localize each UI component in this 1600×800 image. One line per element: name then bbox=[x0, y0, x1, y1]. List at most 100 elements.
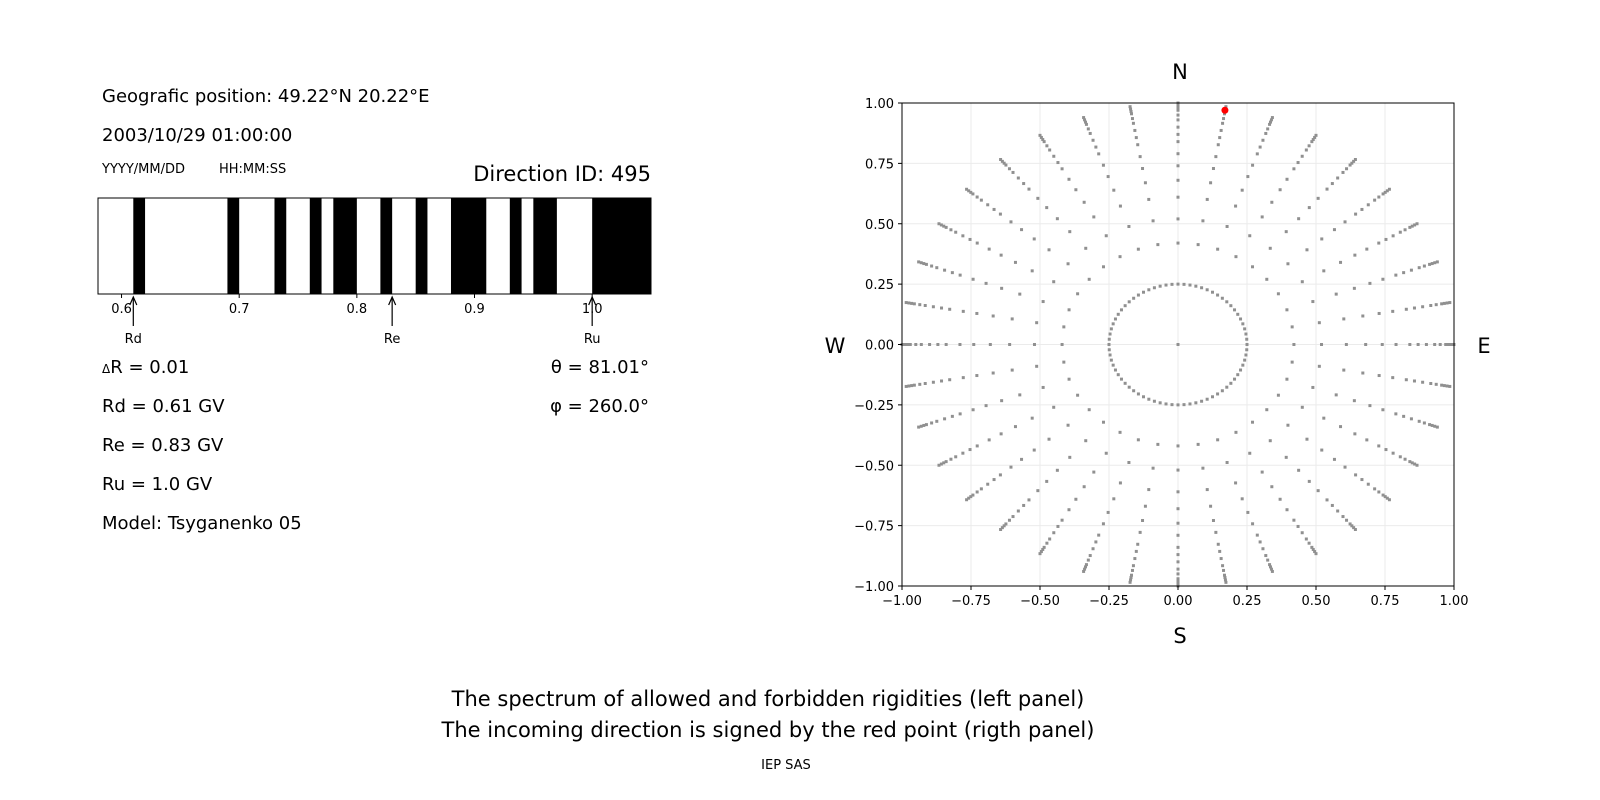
scatter-point bbox=[1233, 377, 1237, 381]
scatter-point bbox=[1300, 280, 1304, 284]
scatter-point bbox=[1104, 234, 1108, 238]
model-name: Model: Tsyganenko 05 bbox=[102, 513, 302, 534]
scatter-point bbox=[948, 307, 952, 311]
scatter-point bbox=[1196, 442, 1200, 446]
scatter-point bbox=[1216, 143, 1220, 147]
x-tick-label: 0.6 bbox=[111, 302, 132, 317]
scatter-point bbox=[1141, 518, 1145, 522]
scatter-point bbox=[1268, 439, 1272, 443]
scatter-point bbox=[1129, 107, 1133, 111]
scatter-point bbox=[1286, 423, 1290, 427]
scatter-point bbox=[1066, 423, 1070, 427]
scatter-point bbox=[1403, 228, 1407, 232]
scatter-point bbox=[1119, 377, 1123, 381]
scatter-point bbox=[1398, 230, 1402, 234]
credit: IEP SAS bbox=[761, 758, 811, 773]
scatter-point bbox=[1285, 308, 1289, 312]
scatter-point bbox=[1084, 563, 1088, 567]
scatter-point bbox=[1038, 133, 1042, 137]
scatter-point bbox=[992, 478, 996, 482]
scatter-point bbox=[1245, 343, 1249, 346]
scatter-point bbox=[1265, 408, 1269, 412]
forbidden-band bbox=[133, 198, 146, 294]
scatter-point bbox=[1056, 524, 1060, 528]
scatter-point bbox=[1087, 408, 1091, 412]
scatter-point bbox=[1188, 402, 1192, 406]
scatter-point bbox=[1086, 558, 1090, 562]
scatter-point bbox=[1176, 195, 1180, 199]
scatter-point bbox=[1342, 317, 1346, 321]
scatter-point bbox=[1136, 247, 1140, 251]
scatter-point bbox=[1398, 455, 1402, 459]
y-tick-label: −1.00 bbox=[854, 580, 894, 595]
scatter-point bbox=[1170, 282, 1174, 286]
scatter-point bbox=[1383, 190, 1387, 194]
scatter-point bbox=[1266, 127, 1270, 131]
scatter-point bbox=[1284, 230, 1288, 234]
scatter-point bbox=[1402, 271, 1406, 275]
scatter-point bbox=[1032, 343, 1036, 346]
scatter-point bbox=[1200, 286, 1204, 290]
scatter-point bbox=[940, 379, 944, 383]
scatter-point bbox=[1045, 206, 1049, 210]
scatter-point bbox=[968, 448, 972, 452]
scatter-point bbox=[1440, 383, 1444, 387]
scatter-point bbox=[1361, 314, 1365, 318]
scatter-point bbox=[1176, 241, 1180, 245]
y-tick-label: −0.25 bbox=[854, 399, 894, 414]
scatter-point bbox=[1438, 343, 1442, 346]
scatter-point bbox=[1352, 399, 1356, 403]
scatter-point bbox=[1433, 424, 1437, 428]
caption-line-1: The spectrum of allowed and forbidden ri… bbox=[451, 687, 1085, 711]
scatter-point bbox=[1116, 373, 1120, 377]
scatter-point bbox=[1377, 374, 1381, 378]
scatter-point bbox=[1428, 423, 1432, 427]
scatter-point bbox=[1224, 105, 1228, 109]
scatter-point bbox=[1297, 468, 1301, 472]
scatter-point bbox=[1118, 430, 1122, 434]
scatter-point bbox=[1082, 569, 1086, 573]
scatter-point bbox=[1109, 358, 1113, 362]
scatter-point bbox=[1313, 135, 1317, 139]
scatter-point bbox=[1352, 526, 1356, 530]
scatter-point bbox=[1176, 217, 1180, 221]
scatter-point bbox=[1067, 177, 1071, 181]
scatter-point bbox=[1060, 167, 1064, 171]
scatter-point bbox=[975, 195, 979, 199]
scatter-point bbox=[1330, 503, 1334, 507]
scatter-point bbox=[1365, 247, 1369, 251]
scatter-point bbox=[1176, 572, 1180, 576]
scatter-point bbox=[1240, 497, 1244, 501]
scatter-point bbox=[1255, 533, 1259, 537]
forbidden-band bbox=[274, 198, 287, 294]
scatter-point bbox=[1311, 385, 1315, 389]
scatter-point bbox=[1018, 393, 1022, 397]
scatter-point bbox=[1384, 448, 1388, 452]
scatter-point bbox=[1066, 262, 1070, 266]
scatter-point bbox=[908, 343, 912, 346]
scatter-point bbox=[1083, 118, 1087, 122]
scatter-point bbox=[1261, 138, 1265, 142]
scatter-point bbox=[1377, 311, 1381, 315]
scatter-point bbox=[1083, 567, 1087, 571]
scatter-point bbox=[1084, 246, 1088, 250]
scatter-point bbox=[1032, 448, 1036, 452]
scatter-point bbox=[1410, 224, 1414, 228]
scatter-point bbox=[1182, 403, 1186, 407]
scatter-point bbox=[1068, 455, 1072, 459]
scatter-point bbox=[1360, 478, 1364, 482]
scatter-point bbox=[930, 264, 934, 268]
scatter-point bbox=[986, 203, 990, 207]
scatter-point bbox=[1229, 304, 1233, 308]
scatter-point bbox=[1248, 451, 1252, 455]
scatter-point bbox=[1151, 466, 1155, 470]
scatter-point bbox=[1142, 395, 1145, 399]
scatter-point bbox=[1417, 419, 1421, 423]
scatter-point bbox=[1317, 321, 1321, 325]
scatter-point bbox=[1136, 438, 1140, 442]
scatter-point bbox=[931, 380, 935, 384]
caption-line-2: The incoming direction is signed by the … bbox=[441, 718, 1095, 742]
scatter-point bbox=[1222, 117, 1226, 121]
scatter-point bbox=[944, 225, 948, 229]
scatter-point bbox=[1041, 300, 1045, 304]
